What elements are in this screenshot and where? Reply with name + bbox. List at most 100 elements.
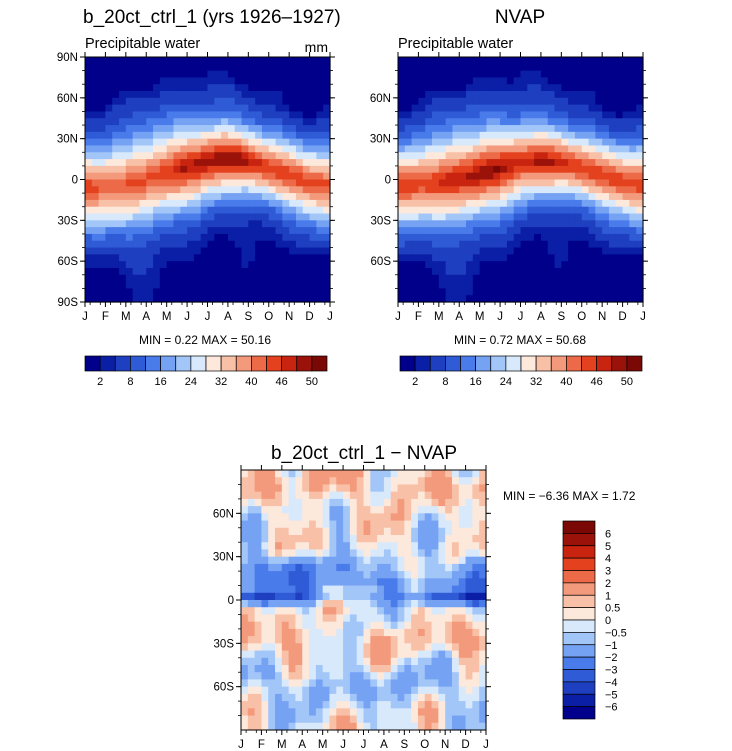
panel-model-cell xyxy=(173,247,181,255)
panel-model-cell xyxy=(132,145,141,153)
panel-obs-cell xyxy=(615,295,624,303)
panel-model-colorbar-label: 24 xyxy=(185,376,197,388)
panel-diff-cell xyxy=(322,628,331,637)
panel-diff-cell xyxy=(343,715,351,724)
panel-obs-cell xyxy=(493,199,501,208)
panel-diff-cell xyxy=(465,600,473,608)
panel-model-cell xyxy=(248,152,256,160)
panel-diff-cell xyxy=(309,592,317,601)
panel-obs-cell xyxy=(506,254,515,262)
panel-obs-cell xyxy=(432,288,440,296)
panel-obs-cell xyxy=(493,104,501,113)
panel-model-cell xyxy=(125,254,134,262)
panel-obs-cell xyxy=(438,233,447,242)
panel-model-cell xyxy=(241,70,249,79)
panel-obs-cell xyxy=(445,77,454,85)
panel-model-cell xyxy=(234,220,243,228)
panel-model-cell xyxy=(139,281,147,289)
panel-obs-cell xyxy=(438,77,447,85)
panel-obs-cell xyxy=(540,274,549,283)
panel-diff-cell xyxy=(254,513,263,522)
panel-model-cell xyxy=(105,91,113,99)
panel-obs-cell xyxy=(568,274,576,283)
panel-model-cell xyxy=(125,145,134,153)
panel-diff-cell xyxy=(404,628,412,637)
panel-obs-cell xyxy=(398,111,406,119)
panel-diff-cell xyxy=(370,527,378,536)
panel-model-cell xyxy=(234,111,243,119)
panel-diff-cell xyxy=(349,686,358,695)
panel-model-cell xyxy=(132,111,141,119)
panel-model-cell xyxy=(85,261,93,269)
panel-model-cell xyxy=(309,77,317,85)
panel-obs-cell xyxy=(588,165,596,174)
panel-model-cell xyxy=(119,118,127,126)
panel-model-cell xyxy=(200,247,209,255)
panel-model-cell xyxy=(91,77,100,85)
panel-diff-cell xyxy=(390,491,399,500)
panel-obs-cell xyxy=(527,125,535,133)
panel-model-cell xyxy=(159,179,168,187)
panel-model-cell xyxy=(289,125,297,133)
panel-obs-cell xyxy=(581,138,590,147)
panel-obs-cell xyxy=(404,186,413,194)
panel-obs-cell xyxy=(466,57,474,65)
panel-model-cell xyxy=(105,138,113,147)
panel-diff-cell xyxy=(309,621,317,630)
panel-obs-cell xyxy=(493,70,501,79)
panel-diff-cell xyxy=(424,643,433,652)
panel-obs-cell xyxy=(574,186,583,194)
panel-model-cell xyxy=(85,159,93,167)
panel-diff-cell xyxy=(451,513,460,522)
panel-model-cell xyxy=(139,199,147,208)
panel-model-cell xyxy=(159,233,168,242)
panel-obs-cell xyxy=(520,165,528,174)
panel-diff-cell xyxy=(322,585,331,594)
panel-obs-cell xyxy=(520,159,528,167)
panel-model-cell xyxy=(221,77,229,85)
panel-obs-cell xyxy=(445,247,454,255)
panel-obs-cell xyxy=(615,254,624,262)
panel-model-cell xyxy=(112,233,120,242)
panel-model-cell xyxy=(105,125,113,133)
panel-diff-cell xyxy=(268,506,276,514)
panel-model-cell xyxy=(180,84,188,92)
panel-diff-cell xyxy=(383,715,392,724)
panel-obs-cell xyxy=(472,97,481,106)
panel-model-cell xyxy=(180,274,188,283)
panel-obs-cell xyxy=(520,254,528,262)
panel-model-cell xyxy=(234,240,243,249)
panel-model-cell xyxy=(214,145,222,153)
panel-model-cell xyxy=(159,159,168,167)
panel-diff-cell xyxy=(479,506,487,514)
panel-obs-cell xyxy=(398,77,406,85)
panel-obs-cell xyxy=(500,97,508,106)
panel-diff-cell xyxy=(343,722,351,731)
panel-diff-cell xyxy=(431,585,439,594)
panel-model-cell xyxy=(309,63,317,72)
panel-obs-cell xyxy=(561,70,569,79)
panel-diff-cell xyxy=(370,549,378,558)
panel-model-cell xyxy=(125,91,134,99)
panel-model-cell xyxy=(214,159,222,167)
panel-diff-cell xyxy=(261,636,269,644)
panel-diff-cell xyxy=(465,527,473,536)
panel-obs-cell xyxy=(500,57,508,65)
panel-model-cell xyxy=(255,295,263,303)
panel-model-cell xyxy=(91,84,100,92)
panel-obs-cell xyxy=(425,220,433,228)
panel-model-ytick-label: 90S xyxy=(58,297,79,309)
panel-diff-cell xyxy=(343,498,351,507)
panel-obs-cell xyxy=(588,57,596,65)
panel-obs-cell xyxy=(438,91,447,99)
panel-diff-cell xyxy=(302,628,310,637)
panel-diff-xtick-label: O xyxy=(420,739,429,751)
panel-diff-cell xyxy=(336,686,344,695)
panel-obs-cell xyxy=(615,288,624,296)
panel-diff-cell xyxy=(343,585,351,594)
panel-model-cell xyxy=(234,91,243,99)
panel-obs-cell xyxy=(622,267,630,276)
panel-model-cell xyxy=(146,240,154,249)
panel-model-cell xyxy=(302,206,311,215)
panel-obs-cell xyxy=(534,111,542,119)
